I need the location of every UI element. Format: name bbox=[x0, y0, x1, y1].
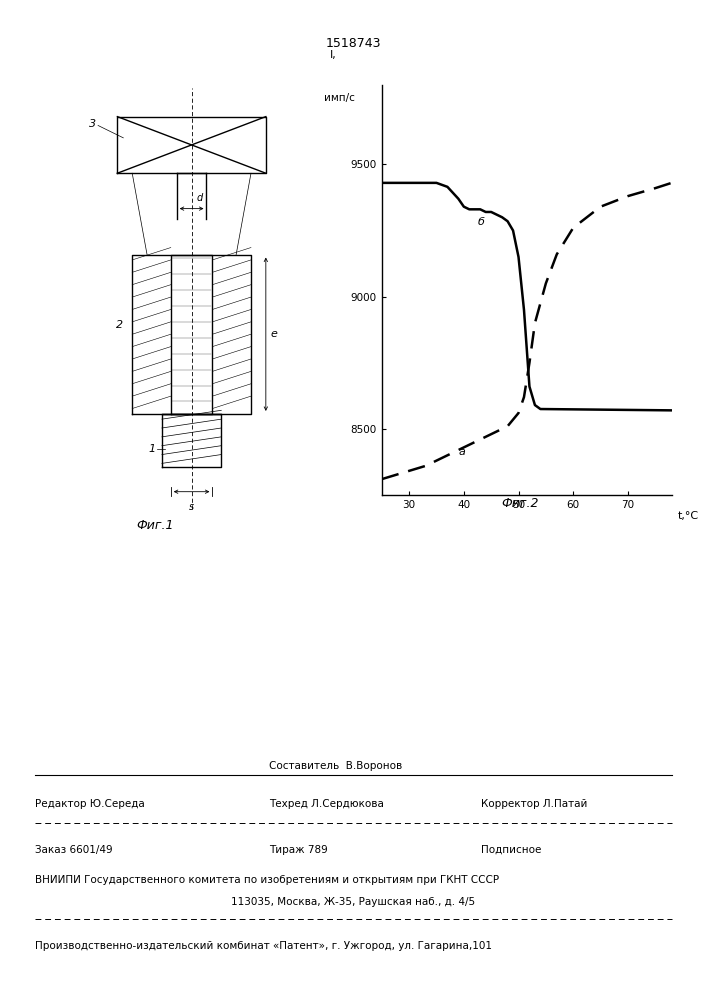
Text: е: е bbox=[270, 329, 277, 339]
Text: имп/с: имп/с bbox=[324, 93, 355, 103]
Text: 2: 2 bbox=[116, 320, 123, 330]
Text: б: б bbox=[477, 217, 484, 227]
Text: Заказ 6601/49: Заказ 6601/49 bbox=[35, 845, 113, 855]
Text: 1518743: 1518743 bbox=[326, 37, 381, 50]
Text: Фиг.1: Фиг.1 bbox=[136, 519, 175, 532]
Text: а: а bbox=[458, 447, 465, 457]
Text: 1: 1 bbox=[149, 444, 156, 454]
Text: d: d bbox=[196, 193, 202, 203]
Text: Корректор Л.Патай: Корректор Л.Патай bbox=[481, 799, 587, 809]
Text: 3: 3 bbox=[90, 119, 97, 129]
Text: Подписное: Подписное bbox=[481, 845, 541, 855]
Text: Составитель  В.Воронов: Составитель В.Воронов bbox=[269, 761, 402, 771]
Text: s: s bbox=[189, 502, 194, 512]
Text: I,: I, bbox=[329, 50, 337, 60]
Text: 113035, Москва, Ж-35, Раушская наб., д. 4/5: 113035, Москва, Ж-35, Раушская наб., д. … bbox=[231, 897, 476, 907]
Text: Производственно-издательский комбинат «Патент», г. Ужгород, ул. Гагарина,101: Производственно-издательский комбинат «П… bbox=[35, 941, 492, 951]
Text: Техред Л.Сердюкова: Техред Л.Сердюкова bbox=[269, 799, 383, 809]
Text: t,°С: t,°С bbox=[677, 511, 699, 521]
Text: Фиг.2: Фиг.2 bbox=[501, 497, 539, 510]
Text: Редактор Ю.Середа: Редактор Ю.Середа bbox=[35, 799, 145, 809]
Text: ВНИИПИ Государственного комитета по изобретениям и открытиям при ГКНТ СССР: ВНИИПИ Государственного комитета по изоб… bbox=[35, 875, 499, 885]
Text: Тираж 789: Тираж 789 bbox=[269, 845, 327, 855]
